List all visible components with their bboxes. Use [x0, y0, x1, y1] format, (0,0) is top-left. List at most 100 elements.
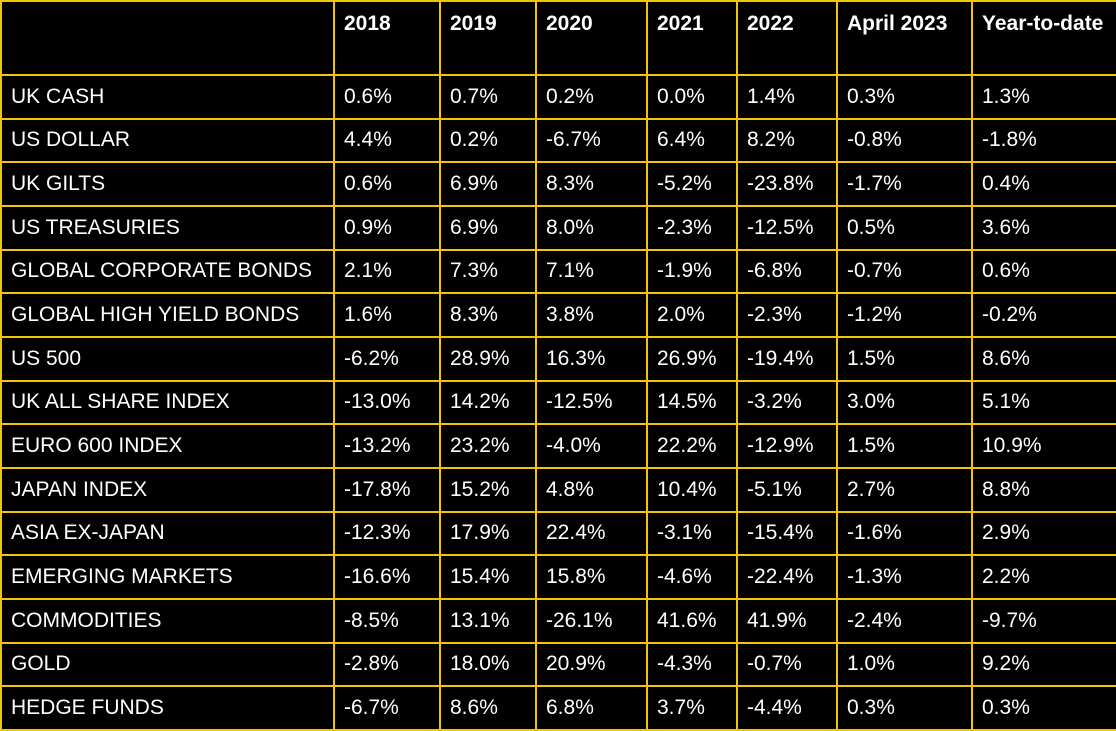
- value-april-2023-cell: -0.7%: [836, 248, 973, 295]
- header-cell-2018: 2018: [333, 0, 441, 76]
- value-2022-cell: -2.3%: [736, 292, 838, 338]
- value-ytd-cell: 2.2%: [971, 554, 1116, 600]
- value-ytd-cell: 1.3%: [971, 74, 1116, 120]
- value-2019-cell: 23.2%: [439, 423, 537, 469]
- table-row: UK GILTS 0.6% 6.9% 8.3% -5.2% -23.8% -1.7% 0.4%: [0, 161, 1116, 207]
- header-cell-april-2023: April 2023: [836, 0, 973, 76]
- value-2018-cell: -8.5%: [333, 597, 441, 644]
- table-row: HEDGE FUNDS -6.7% 8.6% 6.8% 3.7% -4.4% 0.3% 0.3…: [0, 685, 1116, 731]
- value-2018-cell: -13.2%: [333, 423, 441, 469]
- value-april-2023-cell: 2.7%: [836, 466, 973, 513]
- value-2021-cell: -2.3%: [646, 204, 738, 251]
- value-2018-cell: 1.6%: [333, 292, 441, 338]
- asset-name-cell: US 500: [0, 335, 335, 382]
- asset-name-cell: GLOBAL CORPORATE BONDS: [0, 248, 335, 295]
- value-2021-cell: 41.6%: [646, 597, 738, 644]
- value-2022-cell: 41.9%: [736, 597, 838, 644]
- asset-name-cell: HEDGE FUNDS: [0, 685, 335, 731]
- value-2018-cell: 0.6%: [333, 74, 441, 120]
- value-2019-cell: 17.9%: [439, 510, 537, 557]
- value-april-2023-cell: 3.0%: [836, 379, 973, 426]
- header-cell-2019: 2019: [439, 0, 537, 76]
- value-2018-cell: -6.7%: [333, 685, 441, 731]
- asset-name-cell: US DOLLAR: [0, 117, 335, 164]
- header-cell-year-to-date: Year-to-date: [971, 0, 1116, 76]
- value-april-2023-cell: 1.5%: [836, 423, 973, 469]
- value-2019-cell: 0.7%: [439, 74, 537, 120]
- value-2019-cell: 8.6%: [439, 685, 537, 731]
- value-april-2023-cell: 0.3%: [836, 74, 973, 120]
- value-april-2023-cell: -2.4%: [836, 597, 973, 644]
- value-2022-cell: 8.2%: [736, 117, 838, 164]
- table-row: ASIA EX-JAPAN -12.3% 17.9% 22.4% -3.1% -15.4%…: [0, 510, 1116, 557]
- value-2019-cell: 15.4%: [439, 554, 537, 600]
- value-ytd-cell: 8.8%: [971, 466, 1116, 513]
- value-2020-cell: 8.0%: [535, 204, 648, 251]
- value-2019-cell: 7.3%: [439, 248, 537, 295]
- asset-name-cell: UK GILTS: [0, 161, 335, 207]
- value-2022-cell: -15.4%: [736, 510, 838, 557]
- table-row: GLOBAL CORPORATE BONDS 2.1% 7.3% 7.1% -1.9% -…: [0, 248, 1116, 295]
- table-row: GOLD -2.8% 18.0% 20.9% -4.3% -0.7% 1.0% 9.2%: [0, 641, 1116, 688]
- value-2018-cell: 0.6%: [333, 161, 441, 207]
- header-cell-2022: 2022: [736, 0, 838, 76]
- value-2018-cell: 4.4%: [333, 117, 441, 164]
- header-row: 2018 2019 2020 2021 2022 April 2023 Year…: [0, 0, 1116, 76]
- value-ytd-cell: 0.3%: [971, 685, 1116, 731]
- asset-name-cell: EURO 600 INDEX: [0, 423, 335, 469]
- value-2021-cell: 22.2%: [646, 423, 738, 469]
- table-row: EMERGING MARKETS -16.6% 15.4% 15.8% -4.6% -22…: [0, 554, 1116, 600]
- value-ytd-cell: -0.2%: [971, 292, 1116, 338]
- table-row: COMMODITIES -8.5% 13.1% -26.1% 41.6% 41.9% -2.…: [0, 597, 1116, 644]
- value-2020-cell: 8.3%: [535, 161, 648, 207]
- value-2021-cell: -3.1%: [646, 510, 738, 557]
- value-2020-cell: -6.7%: [535, 117, 648, 164]
- value-2020-cell: 20.9%: [535, 641, 648, 688]
- value-ytd-cell: 10.9%: [971, 423, 1116, 469]
- asset-name-cell: UK ALL SHARE INDEX: [0, 379, 335, 426]
- value-2018-cell: 2.1%: [333, 248, 441, 295]
- asset-name-cell: COMMODITIES: [0, 597, 335, 644]
- value-2022-cell: -12.9%: [736, 423, 838, 469]
- value-2022-cell: -4.4%: [736, 685, 838, 731]
- value-april-2023-cell: -1.6%: [836, 510, 973, 557]
- table-row: UK CASH 0.6% 0.7% 0.2% 0.0% 1.4% 0.3% 1.3%: [0, 74, 1116, 120]
- value-2022-cell: 1.4%: [736, 74, 838, 120]
- value-2021-cell: -4.3%: [646, 641, 738, 688]
- value-2020-cell: -12.5%: [535, 379, 648, 426]
- value-april-2023-cell: 1.0%: [836, 641, 973, 688]
- value-2021-cell: 3.7%: [646, 685, 738, 731]
- header-cell-2020: 2020: [535, 0, 648, 76]
- value-april-2023-cell: 0.5%: [836, 204, 973, 251]
- value-april-2023-cell: -0.8%: [836, 117, 973, 164]
- value-2020-cell: -4.0%: [535, 423, 648, 469]
- value-2018-cell: -13.0%: [333, 379, 441, 426]
- value-ytd-cell: -1.8%: [971, 117, 1116, 164]
- value-2022-cell: -0.7%: [736, 641, 838, 688]
- value-ytd-cell: -9.7%: [971, 597, 1116, 644]
- value-2021-cell: -1.9%: [646, 248, 738, 295]
- asset-name-cell: GOLD: [0, 641, 335, 688]
- value-2020-cell: 7.1%: [535, 248, 648, 295]
- asset-name-cell: US TREASURIES: [0, 204, 335, 251]
- value-2022-cell: -19.4%: [736, 335, 838, 382]
- asset-name-cell: EMERGING MARKETS: [0, 554, 335, 600]
- value-2020-cell: 4.8%: [535, 466, 648, 513]
- table-row: EURO 600 INDEX -13.2% 23.2% -4.0% 22.2% -12.9…: [0, 423, 1116, 469]
- table-row: US TREASURIES 0.9% 6.9% 8.0% -2.3% -12.5% 0.5%…: [0, 204, 1116, 251]
- value-2022-cell: -12.5%: [736, 204, 838, 251]
- value-2022-cell: -5.1%: [736, 466, 838, 513]
- value-2021-cell: 6.4%: [646, 117, 738, 164]
- value-april-2023-cell: 0.3%: [836, 685, 973, 731]
- value-2022-cell: -3.2%: [736, 379, 838, 426]
- value-ytd-cell: 2.9%: [971, 510, 1116, 557]
- value-2019-cell: 14.2%: [439, 379, 537, 426]
- value-ytd-cell: 5.1%: [971, 379, 1116, 426]
- value-2020-cell: 16.3%: [535, 335, 648, 382]
- value-ytd-cell: 0.4%: [971, 161, 1116, 207]
- value-2019-cell: 0.2%: [439, 117, 537, 164]
- value-2022-cell: -6.8%: [736, 248, 838, 295]
- value-2021-cell: 14.5%: [646, 379, 738, 426]
- value-2020-cell: 15.8%: [535, 554, 648, 600]
